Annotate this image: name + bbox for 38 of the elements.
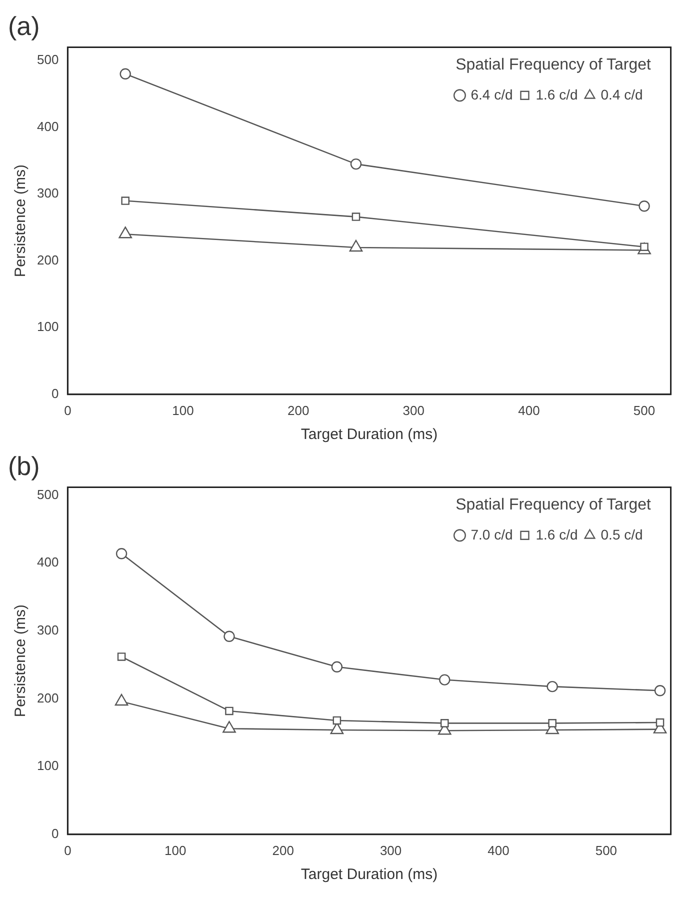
legend-label: 1.6 c/d: [536, 86, 578, 102]
legend-label: 7.0 c/d: [470, 526, 513, 542]
x-axis-title: Target Duration (ms): [300, 426, 438, 444]
y-tick-label: 500: [36, 486, 59, 502]
y-axis-title: Persistence (ms): [12, 164, 30, 278]
y-tick-label: 200: [36, 690, 59, 706]
x-tick-label: 0: [64, 842, 72, 858]
y-tick-label: 100: [36, 758, 59, 774]
y-tick-label: 300: [36, 186, 59, 201]
x-tick-label: 500: [595, 842, 618, 858]
x-tick-label: 200: [272, 842, 294, 858]
legend-label: 6.4 c/d: [470, 86, 513, 102]
x-tick-label: 0: [64, 402, 72, 418]
y-tick-label: 100: [36, 319, 59, 334]
legend-label: 0.5 c/d: [600, 526, 643, 542]
x-tick-label: 500: [633, 402, 656, 418]
y-tick-label: 400: [36, 554, 59, 570]
y-tick-label: 200: [36, 252, 59, 268]
y-tick-label: 0: [51, 386, 59, 401]
x-tick-label: 400: [518, 402, 540, 418]
x-tick-label: 300: [402, 402, 424, 418]
x-tick-label: 200: [287, 402, 310, 418]
x-tick-label: 300: [380, 842, 402, 858]
y-tick-label: 0: [51, 826, 59, 841]
x-tick-label: 400: [488, 842, 510, 858]
legend-label: 0.4 c/d: [600, 86, 643, 102]
x-tick-label: 100: [172, 402, 194, 418]
y-tick-label: 300: [36, 622, 59, 638]
legend-title: Spatial Frequency of Target: [456, 496, 652, 514]
legend-label: 1.6 c/d: [536, 526, 578, 542]
y-tick-label: 400: [36, 118, 59, 134]
chart-title: (b): [8, 450, 40, 481]
y-tick-label: 500: [36, 52, 59, 68]
legend-title: Spatial Frequency of Target: [456, 56, 652, 74]
y-axis-title: Persistence (ms): [12, 604, 30, 718]
x-tick-label: 100: [164, 842, 186, 858]
chart-title: (a): [8, 10, 40, 41]
x-axis-title: Target Duration (ms): [300, 866, 438, 884]
